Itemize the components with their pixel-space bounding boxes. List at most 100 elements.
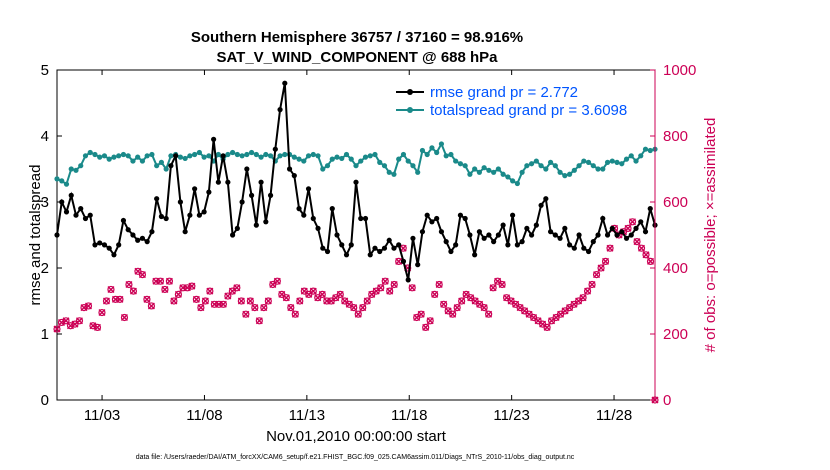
obs-assimilated-marker <box>503 294 511 302</box>
obs-possible-marker <box>305 290 313 298</box>
series-point <box>457 161 464 167</box>
obs-possible-marker <box>102 297 111 305</box>
x-tick-label: 11/23 <box>493 407 529 424</box>
series-point <box>125 227 131 233</box>
obs-possible-marker <box>476 300 484 308</box>
obs-possible-marker <box>138 271 147 279</box>
obs-assimilated-marker <box>431 290 439 298</box>
obs-assimilated-marker <box>516 304 524 312</box>
obs-possible-marker <box>359 304 367 312</box>
x-tick-label: 11/18 <box>391 407 427 424</box>
obs-possible-marker <box>134 267 142 275</box>
series-point <box>310 215 316 222</box>
series-point <box>149 229 155 235</box>
series-point <box>429 145 435 151</box>
obs-possible-marker <box>552 313 560 322</box>
series-point <box>491 169 497 175</box>
obs-assimilated-marker <box>53 325 61 333</box>
series-point <box>604 232 611 238</box>
obs-possible-marker <box>372 287 380 295</box>
obs-possible-marker <box>503 294 511 302</box>
obs-possible-marker <box>390 280 398 289</box>
obs-possible-marker <box>431 290 439 298</box>
series-point <box>258 179 264 185</box>
series-point <box>220 153 226 159</box>
series-point <box>519 169 525 175</box>
series-point <box>448 248 454 255</box>
y-tick-label-left: 5 <box>41 62 49 79</box>
series-point <box>82 215 89 222</box>
obs-possible-marker <box>251 304 259 312</box>
obs-possible-marker <box>111 295 120 303</box>
series-point <box>59 199 65 205</box>
series-point <box>196 212 202 218</box>
series-point <box>329 156 335 162</box>
series-point <box>505 174 511 180</box>
series-point <box>263 219 269 225</box>
series-point <box>358 215 364 222</box>
obs-assimilated-marker <box>561 307 569 315</box>
obs-assimilated-marker <box>66 322 74 330</box>
series-point <box>491 239 497 245</box>
obs-assimilated-marker <box>435 281 443 288</box>
obs-assimilated-marker <box>75 317 83 325</box>
series-point <box>59 178 65 184</box>
series-point <box>372 151 378 158</box>
obs-assimilated-marker <box>291 310 299 318</box>
series-point <box>434 215 440 222</box>
series-point <box>215 151 221 158</box>
x-tick-label: 11/28 <box>596 407 632 424</box>
obs-assimilated-marker <box>125 281 133 288</box>
obs-assimilated-marker <box>575 297 583 305</box>
series-point <box>182 229 188 235</box>
obs-possible-marker <box>538 320 547 328</box>
obs-assimilated-marker <box>264 297 272 305</box>
obs-possible-marker <box>547 317 556 325</box>
series-point <box>628 153 634 159</box>
obs-possible-marker <box>192 295 200 303</box>
series-point <box>595 232 601 238</box>
obs-possible-marker <box>197 304 205 312</box>
x-tick-label: 11/08 <box>186 407 222 424</box>
series-point <box>177 199 183 205</box>
series-point <box>182 155 188 162</box>
obs-assimilated-marker <box>278 290 286 298</box>
obs-assimilated-marker <box>80 304 88 312</box>
series-point <box>495 232 501 238</box>
obs-assimilated-marker <box>462 290 470 298</box>
series-point <box>486 232 492 238</box>
obs-possible-marker <box>637 244 646 252</box>
obs-assimilated-marker <box>453 304 461 312</box>
series-point <box>239 199 245 205</box>
obs-possible-marker <box>543 323 551 331</box>
obs-possible-marker <box>296 297 304 305</box>
obs-possible-marker <box>467 294 475 302</box>
obs-possible-marker <box>534 317 542 325</box>
series-point <box>116 153 122 159</box>
obs-assimilated-marker <box>593 271 601 279</box>
obs-possible-marker <box>120 313 129 322</box>
obs-assimilated-marker <box>165 277 173 285</box>
obs-assimilated-marker <box>372 287 380 295</box>
obs-possible-marker <box>606 244 614 252</box>
obs-possible-marker <box>170 297 178 305</box>
series-point <box>106 156 112 162</box>
series-point <box>267 153 274 159</box>
series-point <box>158 213 165 220</box>
series-point <box>120 151 127 158</box>
obs-possible-marker <box>570 300 578 308</box>
series-point <box>253 222 259 228</box>
series-point <box>111 252 117 258</box>
obs-assimilated-marker <box>624 224 632 232</box>
obs-possible-marker <box>282 294 290 302</box>
series-point <box>415 262 421 268</box>
series-point <box>571 245 577 251</box>
obs-assimilated-marker <box>647 257 654 265</box>
series-point <box>286 166 293 172</box>
obs-assimilated-marker <box>530 314 538 321</box>
y-tick-label-left: 2 <box>41 260 49 277</box>
series-point <box>623 156 630 162</box>
obs-possible-marker <box>444 307 452 315</box>
series-point <box>215 179 221 185</box>
